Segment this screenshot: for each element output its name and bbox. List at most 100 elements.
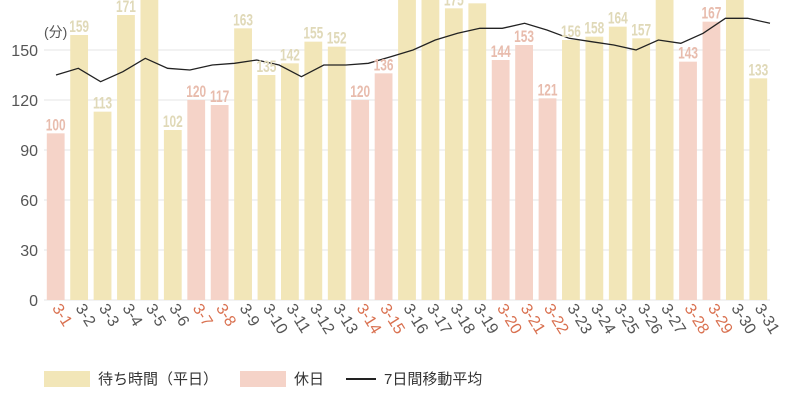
data-label: 153: [514, 28, 534, 47]
x-tick-label: 3-30: [727, 301, 758, 337]
bar: [655, 0, 674, 300]
y-axis-unit-label: (分): [44, 24, 68, 40]
data-label: 155: [303, 25, 323, 44]
y-tick-label: 120: [11, 93, 38, 110]
legend-swatch-weekday: [44, 370, 90, 387]
bar: [421, 0, 440, 300]
x-tick-label: 3-9: [236, 301, 263, 330]
legend-label-moving-average: 7日間移動平均: [384, 371, 483, 388]
legend-label-weekday: 待ち時間（平日）: [98, 371, 219, 388]
data-label: 158: [584, 20, 604, 39]
bar: [632, 38, 651, 300]
data-label: 102: [163, 113, 183, 132]
bar: [70, 35, 89, 300]
legend-item-moving-average: 7日間移動平均: [346, 368, 482, 389]
bar: [725, 0, 744, 300]
data-label: 144: [491, 43, 512, 62]
legend-label-holiday: 休日: [294, 371, 325, 388]
bar: [327, 46, 346, 300]
data-label: 171: [116, 0, 136, 17]
bar: [374, 73, 393, 300]
bar: [749, 78, 768, 300]
x-tick-label: 3-3: [95, 301, 122, 330]
legend-swatch-holiday: [240, 370, 287, 387]
data-label: 142: [280, 46, 300, 65]
x-tick-label: 3-12: [306, 301, 337, 337]
data-label: 121: [538, 81, 558, 100]
x-tick-label: 3-4: [119, 301, 146, 330]
data-label: 100: [46, 116, 66, 135]
data-label: 157: [631, 21, 651, 40]
data-label: 136: [374, 56, 394, 75]
bar: [163, 130, 182, 300]
x-tick-label: 3-29: [704, 301, 735, 337]
x-tick-label: 3-21: [517, 301, 548, 337]
x-tick-label: 3-18: [446, 301, 477, 337]
bar: [93, 111, 112, 301]
data-label: 164: [608, 10, 629, 29]
y-tick-label: 90: [20, 143, 38, 160]
legend-item-holiday: 休日: [240, 368, 324, 389]
x-tick-label: 3-2: [72, 301, 99, 330]
bar: [257, 75, 276, 300]
data-label: 167: [702, 5, 722, 24]
y-tick-label: 0: [29, 293, 38, 310]
x-tick-label: 3-27: [657, 301, 688, 337]
bar: [515, 45, 533, 300]
x-tick-label: 3-22: [540, 301, 571, 337]
bar: [304, 41, 323, 301]
bar: [702, 21, 721, 301]
x-tick-label: 3-7: [189, 301, 216, 330]
x-tick-label: 3-10: [259, 301, 290, 337]
data-label: 156: [561, 23, 581, 42]
data-label: 159: [69, 18, 89, 37]
bar: [187, 100, 206, 300]
bar: [608, 26, 627, 301]
x-tick-label: 3-15: [376, 301, 407, 337]
x-tick-label: 3-14: [353, 301, 384, 337]
x-tick-label: 3-5: [142, 301, 169, 330]
bar: [398, 0, 416, 300]
data-label: 120: [186, 83, 206, 102]
bar: [468, 3, 487, 300]
data-label: 143: [678, 45, 698, 64]
bar: [281, 63, 299, 301]
x-tick-label: 3-11: [283, 301, 314, 336]
x-tick-label: 3-31: [751, 301, 782, 337]
data-label: 152: [327, 30, 347, 49]
data-label: 135: [257, 58, 277, 77]
data-label: 117: [210, 88, 229, 107]
y-tick-label: 30: [20, 243, 38, 260]
x-tick-label: 3-19: [470, 301, 501, 337]
bar: [444, 8, 463, 300]
data-label: 133: [748, 61, 768, 80]
x-tick-label: 3-20: [493, 301, 524, 337]
y-tick-label: 150: [11, 43, 38, 60]
legend-swatch-moving-average: [346, 377, 377, 380]
x-tick-label: 3-26: [634, 301, 665, 337]
bar: [538, 98, 557, 300]
legend-item-weekday: 待ち時間（平日）: [44, 368, 218, 389]
bar: [562, 40, 580, 300]
x-tick-label: 3-24: [587, 301, 618, 337]
x-tick-label: 3-13: [329, 301, 360, 337]
bar: [210, 105, 229, 300]
data-label: 113: [93, 95, 112, 114]
data-label: 163: [233, 11, 253, 30]
bar: [491, 60, 510, 300]
x-tick-label: 3-28: [681, 301, 712, 337]
bar: [351, 100, 370, 300]
x-tick-label: 3-25: [610, 301, 641, 337]
x-tick-label: 3-8: [212, 301, 239, 330]
bar: [585, 36, 604, 301]
bar: [117, 15, 135, 300]
bar: [46, 133, 65, 300]
moving-average-line: [55, 17, 771, 83]
x-tick-label: 3-16: [400, 301, 431, 337]
bar: [140, 0, 159, 300]
x-tick-label: 3-17: [423, 301, 454, 337]
legend: 待ち時間（平日） 休日 7日間移動平均: [44, 368, 482, 389]
x-tick-label: 3-23: [564, 301, 595, 337]
